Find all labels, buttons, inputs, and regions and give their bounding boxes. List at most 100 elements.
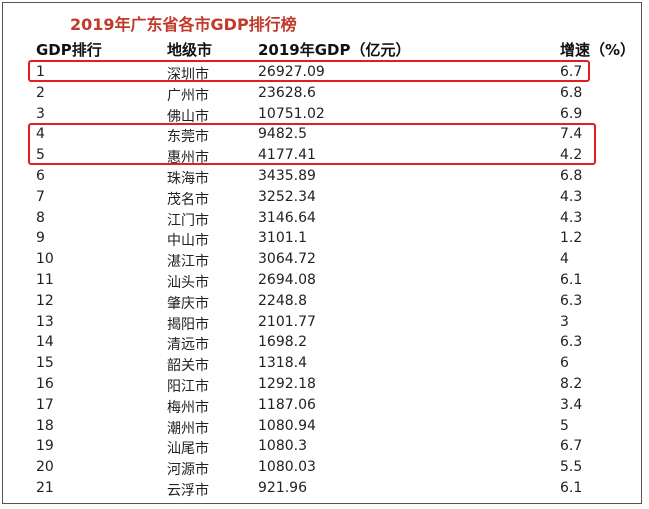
cell-growth-rate: 6.1 [560,480,583,496]
header-rank: GDP排行 [36,41,102,59]
cell-gdp: 1080.03 [258,459,316,476]
cell-rank: 7 [36,188,45,205]
highlight-box-top4-5 [28,123,596,165]
cell-rank: 17 [36,396,54,413]
cell-city: 茂名市 [167,191,209,208]
table-row: 9 中山市 3101.1 1.2 [0,228,649,249]
cell-rank: 16 [36,376,54,392]
cell-city: 东莞市 [167,129,209,146]
cell-growth-rate: 4.2 [560,147,583,164]
cell-rank: 20 [36,459,54,476]
cell-growth-rate: 6.8 [560,168,583,184]
cell-city: 中山市 [167,233,209,250]
table-row: 4 东莞市 9482.5 7.4 [0,124,649,145]
header-growth-rate: 增速（%） [560,41,636,59]
cell-rank: 19 [36,438,54,455]
cell-rank: 1 [36,64,45,80]
cell-city: 惠州市 [167,150,209,167]
cell-gdp: 3101.1 [258,230,307,247]
cell-gdp: 3435.89 [258,168,316,184]
table-row: 19 汕尾市 1080.3 6.7 [0,436,649,457]
cell-gdp: 2101.77 [258,313,316,330]
cell-gdp: 10751.02 [258,105,325,122]
cell-rank: 15 [36,355,54,372]
cell-gdp: 3252.34 [258,188,316,205]
cell-gdp: 1318.4 [258,355,307,372]
header-city: 地级市 [167,41,213,59]
cell-growth-rate: 6.3 [560,334,583,351]
table-row: 3 佛山市 10751.02 6.9 [0,104,649,125]
table-row: 8 江门市 3146.64 4.3 [0,208,649,229]
cell-gdp: 26927.09 [258,64,325,80]
cell-city: 潮州市 [167,420,209,437]
cell-gdp: 23628.6 [258,84,316,101]
cell-growth-rate: 4.3 [560,188,583,205]
cell-city: 河源市 [167,462,209,479]
cell-gdp: 9482.5 [258,126,307,143]
cell-growth-rate: 6.7 [560,438,583,455]
cell-rank: 2 [36,84,45,101]
highlight-box-top1 [28,60,590,82]
cell-city: 揭阳市 [167,316,209,333]
cell-gdp: 4177.41 [258,147,316,164]
table-row: 6 珠海市 3435.89 6.8 [0,166,649,187]
cell-city: 韶关市 [167,358,209,375]
table-title: 2019年广东省各市GDP排行榜 [70,15,297,34]
cell-rank: 4 [36,126,45,143]
table-row: 14 清远市 1698.2 6.3 [0,332,649,353]
table-row: 20 河源市 1080.03 5.5 [0,457,649,478]
table-row: 18 潮州市 1080.94 5 [0,416,649,437]
cell-rank: 18 [36,417,54,434]
cell-rank: 21 [36,480,54,496]
cell-city: 汕头市 [167,275,209,291]
cell-gdp: 1292.18 [258,376,316,392]
cell-gdp: 921.96 [258,480,307,496]
cell-growth-rate: 6.3 [560,292,583,309]
cell-gdp: 1080.3 [258,438,307,455]
cell-growth-rate: 5 [560,417,569,434]
cell-rank: 3 [36,105,45,122]
cell-city: 云浮市 [167,483,209,499]
table-row: 21 云浮市 921.96 6.1 [0,478,649,499]
cell-growth-rate: 4.3 [560,209,583,226]
cell-rank: 6 [36,168,45,184]
cell-growth-rate: 8.2 [560,376,583,392]
table-row: 16 阳江市 1292.18 8.2 [0,374,649,395]
table-row: 2 广州市 23628.6 6.8 [0,83,649,104]
cell-growth-rate: 6.1 [560,272,583,288]
table-row: 17 梅州市 1187.06 3.4 [0,395,649,416]
cell-growth-rate: 6.8 [560,84,583,101]
cell-city: 清远市 [167,337,209,354]
cell-city: 佛山市 [167,108,209,125]
cell-city: 深圳市 [167,67,209,83]
table-row: 13 揭阳市 2101.77 3 [0,312,649,333]
cell-rank: 13 [36,313,54,330]
cell-city: 江门市 [167,212,209,229]
cell-growth-rate: 1.2 [560,230,583,247]
cell-gdp: 2694.08 [258,272,316,288]
table-row: 7 茂名市 3252.34 4.3 [0,187,649,208]
cell-gdp: 3146.64 [258,209,316,226]
cell-rank: 8 [36,209,45,226]
table-row: 11 汕头市 2694.08 6.1 [0,270,649,291]
cell-city: 肇庆市 [167,295,209,312]
table-frame [2,2,642,504]
cell-gdp: 1187.06 [258,396,316,413]
cell-rank: 12 [36,292,54,309]
cell-city: 阳江市 [167,379,209,395]
cell-rank: 9 [36,230,45,247]
cell-growth-rate: 5.5 [560,459,583,476]
table-row: 1 深圳市 26927.09 6.7 [0,62,649,83]
cell-growth-rate: 7.4 [560,126,583,143]
cell-gdp: 3064.72 [258,251,316,268]
cell-growth-rate: 3.4 [560,396,583,413]
cell-city: 湛江市 [167,254,209,271]
table-row: 12 肇庆市 2248.8 6.3 [0,291,649,312]
cell-gdp: 2248.8 [258,292,307,309]
cell-growth-rate: 6.9 [560,105,583,122]
cell-city: 广州市 [167,87,209,104]
table-row: 5 惠州市 4177.41 4.2 [0,145,649,166]
table-row: 10 湛江市 3064.72 4 [0,249,649,270]
cell-gdp: 1080.94 [258,417,316,434]
cell-gdp: 1698.2 [258,334,307,351]
